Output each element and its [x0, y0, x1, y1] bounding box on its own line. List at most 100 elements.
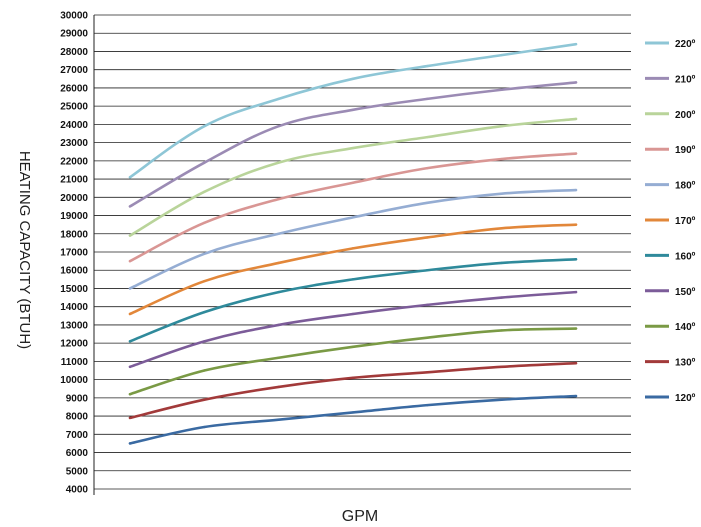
y-tick-label: 21000: [60, 175, 88, 186]
y-tick-labels: 4000 5000 6000 7000 8000 9000 10000 11000 12000 1…: [60, 11, 88, 496]
legend-label: 150º: [675, 287, 696, 298]
y-tick-label: 7000: [66, 430, 89, 441]
legend-label: 170º: [675, 216, 696, 227]
x-axis-label: GPM: [342, 508, 378, 525]
series-line-210: [128, 81, 578, 208]
data-point: [426, 236, 429, 239]
y-tick-label: 18000: [60, 229, 88, 240]
y-tick-label: 30000: [60, 11, 88, 22]
data-point: [128, 340, 132, 343]
data-point: [574, 117, 578, 121]
data-point: [574, 42, 578, 46]
series-line-170: [128, 223, 578, 316]
data-point: [128, 234, 132, 237]
legend-label: 160º: [675, 251, 696, 262]
y-tick-label: 11000: [61, 357, 89, 368]
data-point: [203, 369, 206, 372]
data-point: [277, 232, 280, 235]
y-tick-label: 12000: [60, 339, 88, 350]
data-point: [574, 290, 578, 294]
data-point: [426, 166, 429, 170]
data-point: [128, 442, 132, 445]
data-point: [426, 371, 429, 374]
data-point: [426, 64, 429, 68]
series-line-120: [128, 394, 578, 445]
data-point: [203, 310, 206, 314]
legend: 220º 210º 200º 190º 180º 170º 160º 150º 140º 130º…: [645, 39, 696, 404]
data-point: [203, 425, 206, 429]
data-point: [500, 157, 503, 161]
data-point: [574, 327, 578, 330]
data-point: [500, 192, 503, 195]
data-point: [277, 261, 280, 265]
data-point: [351, 216, 355, 219]
data-point: [203, 279, 206, 283]
data-point: [351, 247, 355, 250]
data-point: [426, 135, 429, 139]
data-point: [277, 161, 280, 164]
data-point: [574, 394, 578, 398]
data-point: [574, 223, 578, 226]
y-tick-label: 13000: [60, 320, 88, 331]
data-point: [351, 108, 355, 112]
y-tick-label: 14000: [60, 302, 88, 313]
data-point: [203, 398, 206, 401]
data-point: [128, 365, 132, 369]
y-tick-label: 25000: [60, 102, 88, 113]
data-point: [277, 125, 280, 128]
data-point: [426, 303, 429, 307]
data-point: [500, 53, 503, 57]
data-point: [128, 205, 132, 208]
legend-label: 140º: [675, 322, 696, 333]
data-point: [128, 312, 132, 316]
data-point: [426, 201, 429, 204]
data-point: [574, 188, 578, 192]
data-point: [351, 411, 355, 414]
data-point: [203, 252, 206, 256]
y-tick-label: 6000: [66, 448, 89, 459]
y-tick-label: 20000: [60, 193, 88, 204]
y-tick-label: 22000: [60, 156, 88, 167]
data-point: [128, 287, 132, 290]
y-tick-label: 23000: [60, 138, 88, 149]
data-point: [426, 97, 429, 101]
data-point: [351, 77, 355, 81]
data-point: [426, 269, 429, 272]
data-point: [277, 323, 280, 327]
legend-label: 180º: [675, 181, 696, 192]
data-point: [351, 146, 355, 150]
legend-label: 200º: [675, 110, 696, 121]
data-point: [203, 125, 206, 128]
data-point: [500, 296, 503, 299]
data-point: [277, 97, 280, 101]
y-tick-label: 4000: [66, 485, 89, 496]
data-point: [203, 190, 206, 194]
y-tick-label: 24000: [60, 120, 88, 131]
legend-label: 220º: [675, 39, 696, 50]
data-point: [277, 290, 280, 294]
data-point: [277, 197, 280, 201]
y-tick-label: 27000: [60, 65, 88, 76]
data-point: [500, 329, 503, 332]
data-point: [500, 88, 503, 91]
y-tick-label: 8000: [66, 412, 89, 423]
y-tick-label: 15000: [60, 284, 88, 295]
y-tick-label: 16000: [60, 266, 88, 277]
y-tick-label: 17000: [60, 248, 88, 259]
data-point: [351, 278, 355, 281]
data-point: [203, 161, 206, 164]
y-tick-label: 19000: [60, 211, 88, 222]
legend-label: 120º: [675, 393, 696, 404]
legend-label: 210º: [675, 74, 696, 85]
data-point: [277, 418, 280, 421]
data-point: [277, 356, 280, 359]
y-tick-label: 9000: [66, 393, 89, 404]
data-point: [500, 261, 503, 265]
data-point: [128, 416, 132, 420]
data-point: [500, 125, 503, 128]
y-tick-label: 5000: [66, 466, 89, 477]
data-point: [500, 227, 503, 230]
series-line-180: [128, 188, 578, 290]
